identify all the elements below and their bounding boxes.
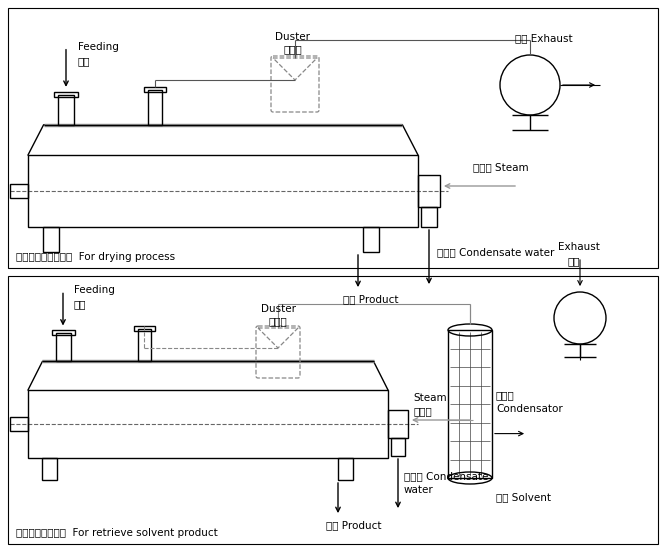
Text: 收尘器: 收尘器 bbox=[284, 44, 303, 54]
Bar bbox=[144, 87, 166, 92]
Text: 产品 Product: 产品 Product bbox=[343, 294, 398, 304]
Text: water: water bbox=[404, 485, 434, 495]
Text: 冷凝水 Condensate: 冷凝水 Condensate bbox=[404, 471, 488, 481]
Bar bbox=[10, 417, 28, 431]
Text: 回收溶剂干燥流程  For retrieve solvent product: 回收溶剂干燥流程 For retrieve solvent product bbox=[16, 528, 217, 538]
Bar bbox=[54, 92, 78, 97]
Bar bbox=[391, 438, 405, 456]
Text: 放空: 放空 bbox=[568, 256, 581, 266]
Bar bbox=[28, 390, 388, 458]
Text: 水蒸汽: 水蒸汽 bbox=[413, 406, 432, 416]
Bar bbox=[148, 90, 162, 125]
Text: 加料: 加料 bbox=[78, 56, 90, 66]
Text: Duster: Duster bbox=[261, 304, 295, 314]
Bar bbox=[28, 155, 418, 227]
Text: Condensator: Condensator bbox=[496, 404, 563, 414]
Bar bbox=[8, 276, 658, 544]
Text: 溶剂 Solvent: 溶剂 Solvent bbox=[496, 492, 551, 502]
Bar bbox=[58, 95, 74, 125]
Bar bbox=[10, 184, 28, 198]
Text: 冷凝水 Condensate water: 冷凝水 Condensate water bbox=[437, 247, 555, 257]
Text: Steam: Steam bbox=[413, 393, 447, 403]
Text: 冷凝器: 冷凝器 bbox=[496, 390, 515, 400]
Text: Exhaust: Exhaust bbox=[558, 242, 600, 252]
Text: 加料: 加料 bbox=[74, 299, 86, 310]
Bar bbox=[56, 333, 71, 362]
Bar bbox=[338, 458, 353, 480]
Text: Feeding: Feeding bbox=[74, 285, 115, 295]
Bar bbox=[52, 331, 75, 336]
Bar bbox=[388, 410, 408, 438]
Bar bbox=[8, 8, 658, 268]
Text: Feeding: Feeding bbox=[78, 42, 119, 52]
Text: 通用产品于干燥流程  For drying process: 通用产品于干燥流程 For drying process bbox=[16, 252, 175, 262]
Text: 水蒸气 Steam: 水蒸气 Steam bbox=[473, 162, 529, 172]
Bar bbox=[138, 330, 151, 362]
Bar bbox=[42, 458, 57, 480]
Bar bbox=[448, 330, 492, 478]
Text: 产品 Product: 产品 Product bbox=[326, 520, 382, 530]
Bar bbox=[421, 207, 437, 227]
Bar bbox=[43, 227, 59, 252]
Bar bbox=[363, 227, 379, 252]
Bar bbox=[134, 326, 155, 331]
Text: Duster: Duster bbox=[275, 32, 311, 42]
Text: 放空 Exhaust: 放空 Exhaust bbox=[515, 33, 573, 43]
Bar bbox=[418, 175, 440, 207]
Text: 收尘器: 收尘器 bbox=[269, 316, 287, 326]
